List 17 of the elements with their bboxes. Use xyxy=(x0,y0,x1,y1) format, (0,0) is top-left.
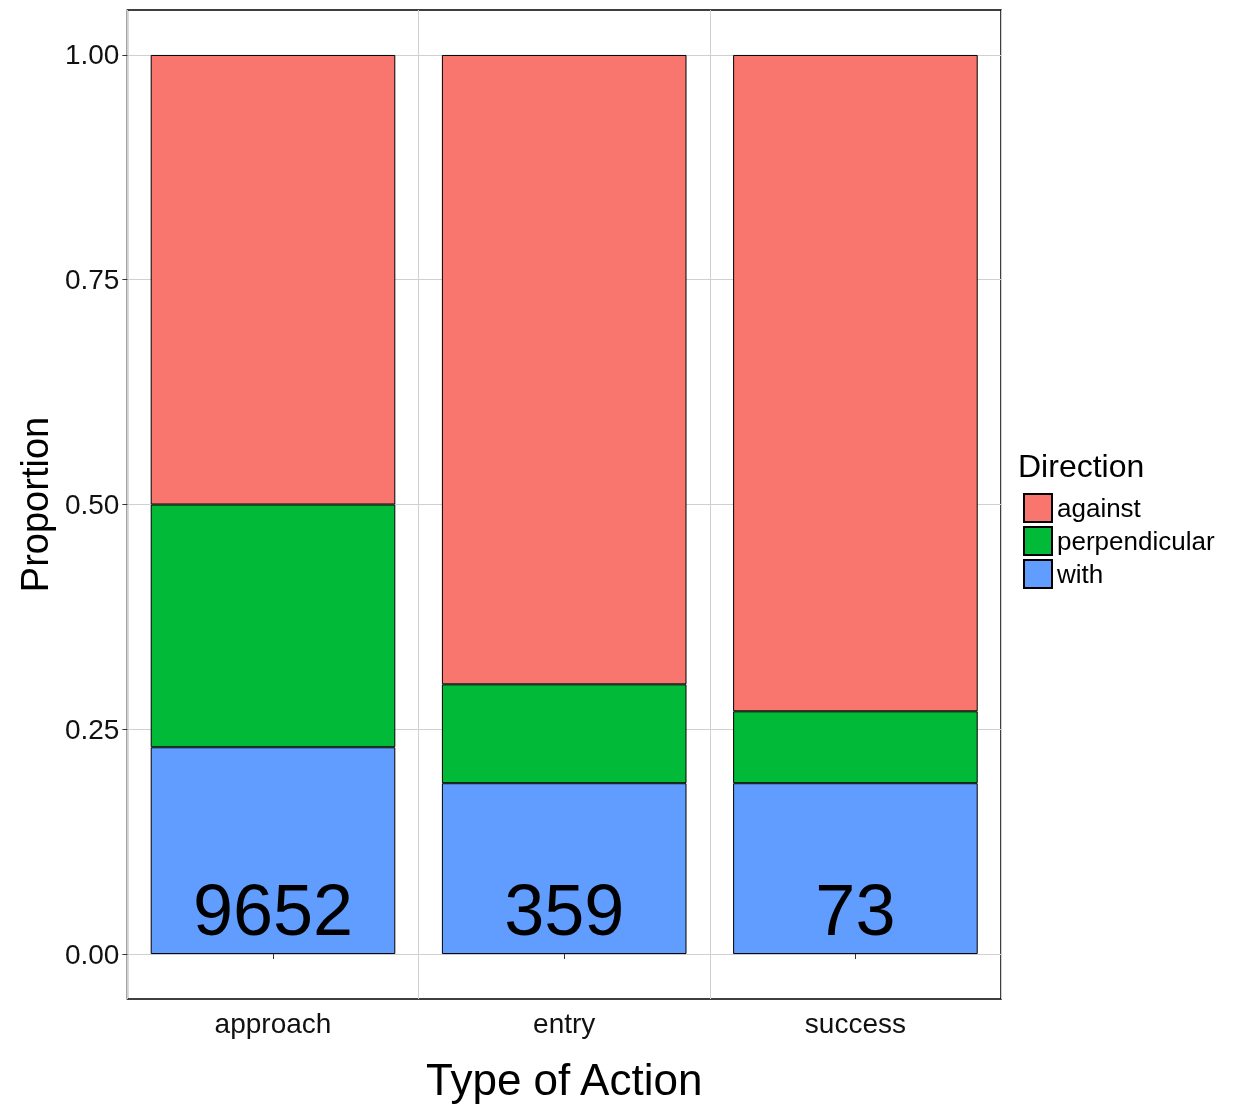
x-axis-title: Type of Action xyxy=(425,1054,703,1104)
y-tick-label: 0.25 xyxy=(64,713,120,745)
y-axis-title: Proportion xyxy=(14,416,56,593)
legend-title: Direction xyxy=(1018,448,1145,484)
legend-label: perpendicular xyxy=(1057,526,1215,556)
x-tick-label: approach xyxy=(214,1007,332,1039)
y-tick-label: 0.50 xyxy=(64,489,120,520)
annotation: 9652 xyxy=(192,870,354,951)
annotation: 359 xyxy=(504,870,625,951)
y-tick-label: 1.00 xyxy=(64,39,120,71)
legend-label: against xyxy=(1057,493,1142,523)
x-tick-label: success xyxy=(804,1007,906,1039)
annotation: 73 xyxy=(815,870,896,951)
y-tick-label: 0.00 xyxy=(64,938,120,970)
x-tick-label: entry xyxy=(533,1007,596,1039)
legend-label: with xyxy=(1056,559,1104,589)
y-tick-label: 0.75 xyxy=(64,264,120,296)
